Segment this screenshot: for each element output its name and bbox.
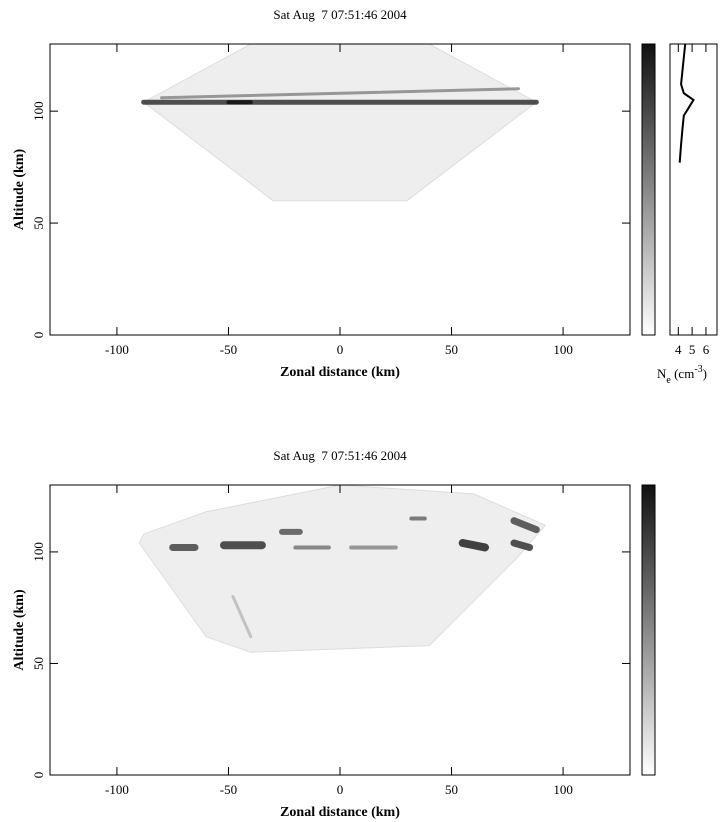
y-tick-label: 0	[31, 772, 46, 779]
x-tick-label: 50	[445, 782, 458, 797]
x-axis-label: Zonal distance (km)	[280, 365, 400, 380]
echo	[510, 539, 534, 551]
chart-title: Sat Aug 7 07:51:46 2004	[273, 448, 407, 463]
echo	[231, 595, 253, 639]
x-tick-label: 0	[337, 782, 344, 797]
label-part: -3	[694, 364, 702, 375]
radar-fan	[138, 484, 547, 653]
x-axis-label: Ne (cm-3)	[657, 364, 707, 386]
label-part: N	[657, 366, 667, 381]
y-tick-label: 100	[31, 542, 46, 562]
x-tick-label: 50	[445, 342, 458, 357]
x-tick-label: -50	[220, 342, 237, 357]
y-tick-label: 100	[31, 101, 46, 121]
x-tick-label: 100	[553, 342, 573, 357]
y-axis-label: Altitude (km)	[12, 589, 27, 671]
y-tick-label: 0	[31, 332, 46, 339]
x-tick-label: -50	[220, 782, 237, 797]
colorbar	[641, 484, 656, 776]
x-tick-label: 5	[689, 342, 696, 357]
y-axis-label: Altitude (km)	[12, 149, 27, 231]
x-tick-label: -100	[105, 342, 129, 357]
echo	[458, 539, 489, 552]
y-tick-label: 50	[31, 657, 46, 670]
plot-frame	[669, 43, 718, 336]
echo	[160, 87, 520, 100]
x-tick-label: -100	[105, 782, 129, 797]
label-part: e	[666, 375, 671, 386]
x-axis-label: Zonal distance (km)	[280, 805, 400, 820]
label-part: (cm	[671, 366, 694, 381]
x-tick-label: 4	[675, 342, 682, 357]
label-part: )	[703, 366, 707, 381]
chart-title: Sat Aug 7 07:51:46 2004	[273, 7, 407, 22]
echo	[510, 517, 540, 534]
x-tick-label: 6	[703, 342, 710, 357]
radar-fan	[142, 43, 538, 202]
x-tick-label: 0	[337, 342, 344, 357]
colorbar	[641, 43, 656, 336]
x-tick-label: 100	[553, 782, 573, 797]
y-tick-label: 50	[31, 217, 46, 230]
profile-line	[678, 43, 695, 163]
